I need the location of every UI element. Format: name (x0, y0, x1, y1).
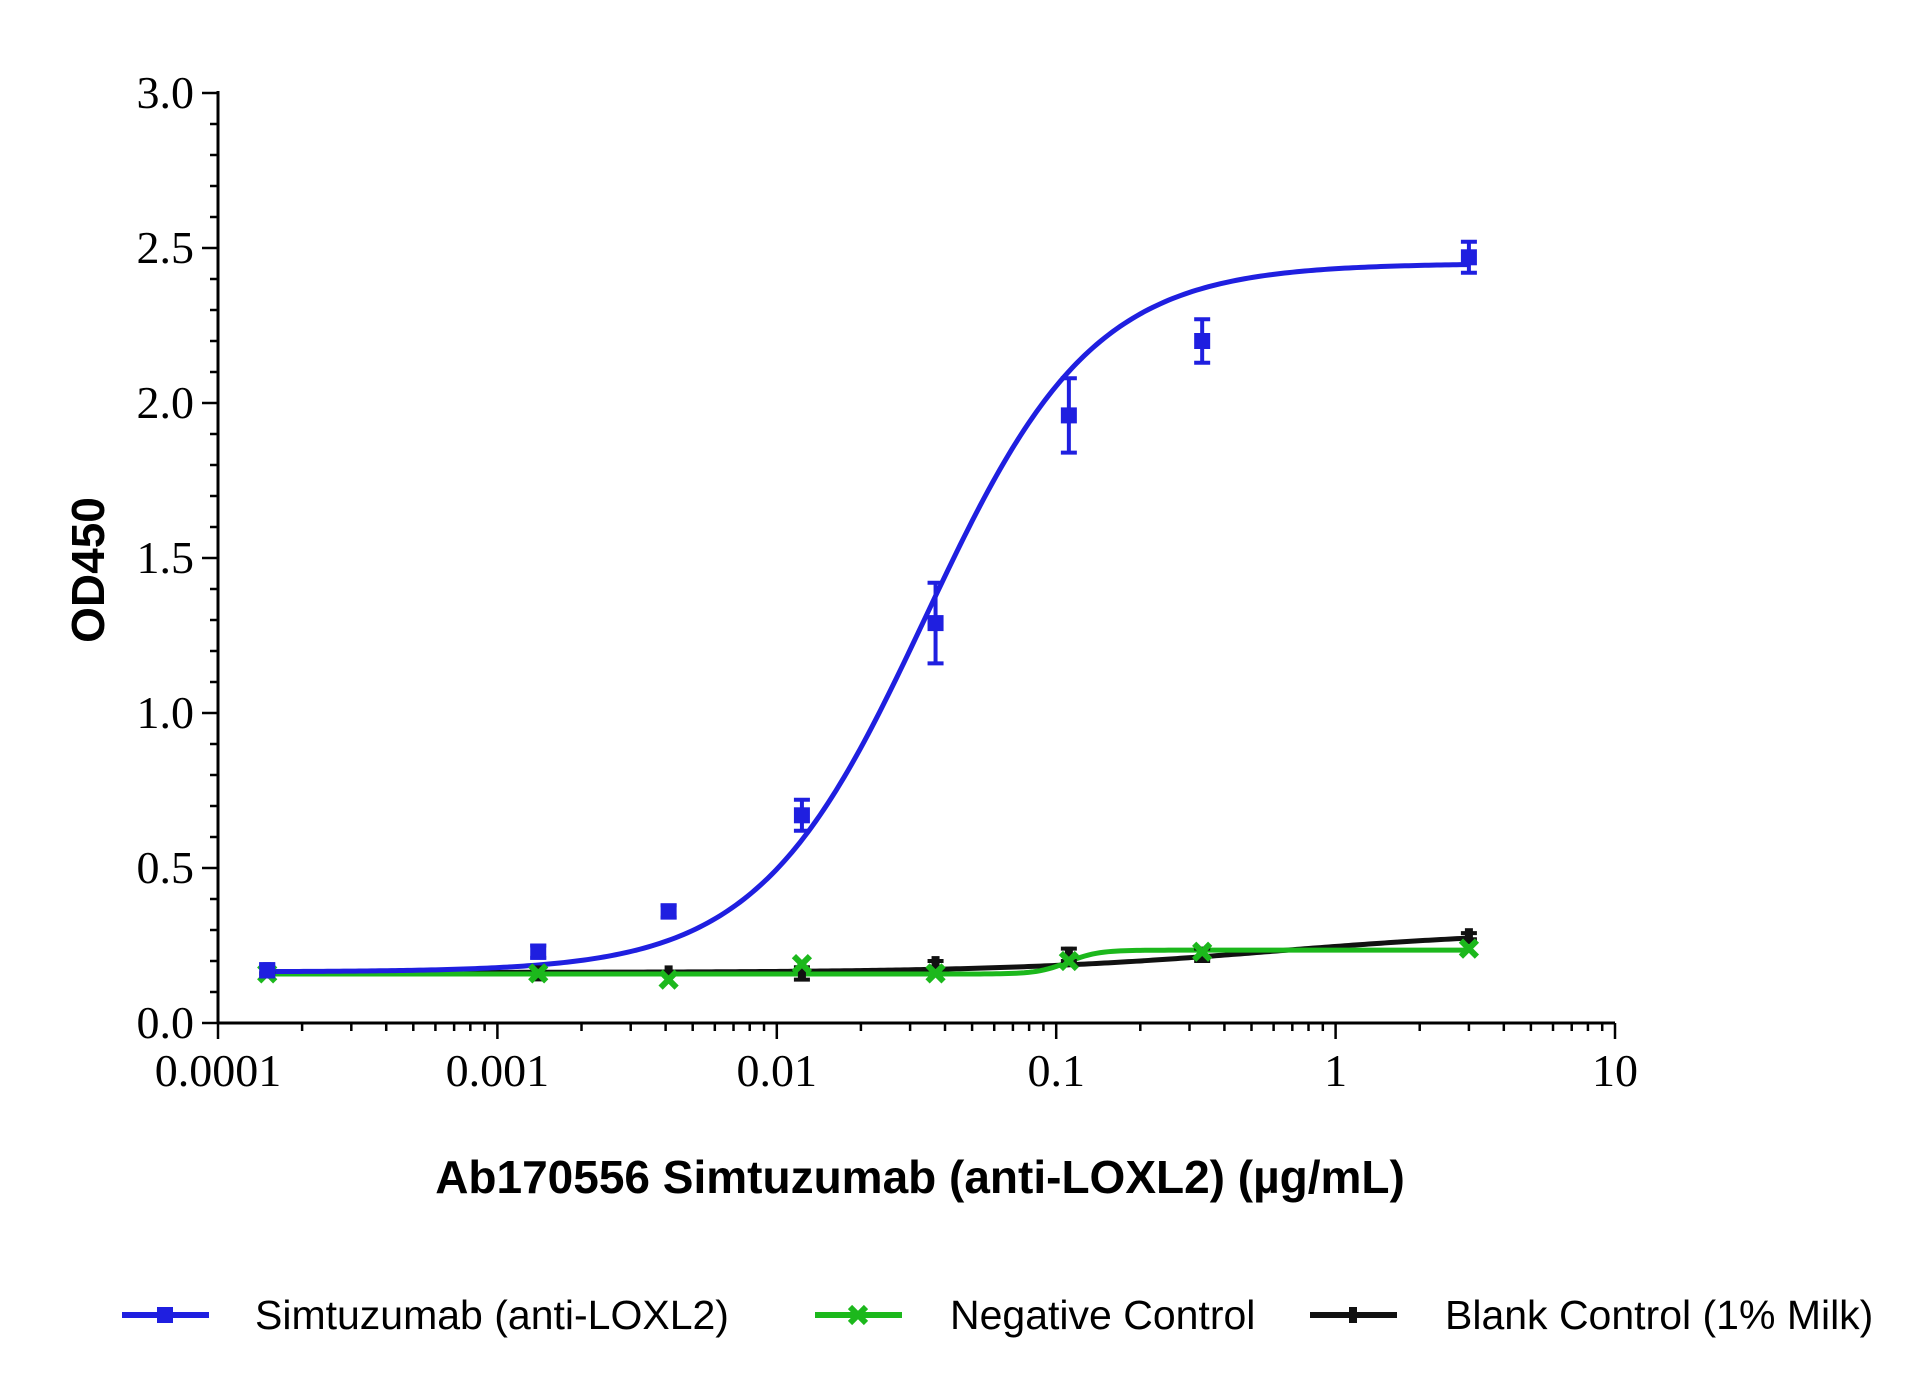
data-point (658, 969, 679, 990)
data-point (259, 962, 276, 979)
x-tick-label: 0.01 (737, 1045, 818, 1096)
legend-swatch-marker (847, 1304, 869, 1326)
y-axis-title: OD450 (62, 497, 114, 643)
legend-label: Blank Control (1% Milk) (1445, 1292, 1873, 1338)
data-point (528, 963, 549, 984)
x-tick-label: 1 (1324, 1045, 1347, 1096)
y-tick-label: 3.0 (137, 67, 195, 118)
data-point (791, 953, 813, 975)
x-axis-title: Ab170556 Simtuzumab (anti-LOXL2) (µg/mL) (435, 1151, 1405, 1203)
fit-curves (267, 262, 1470, 977)
data-point (1064, 946, 1073, 963)
data-points (257, 239, 1480, 990)
x-tick-label: 0.1 (1027, 1045, 1085, 1096)
data-point (660, 903, 677, 920)
x-tick-label: 0.0001 (155, 1045, 282, 1096)
data-point (1464, 928, 1473, 945)
data-point (1060, 407, 1077, 424)
y-tick-label: 1.0 (137, 687, 195, 738)
legend-swatch-marker (157, 1307, 173, 1323)
legend-swatch-marker (1349, 1307, 1357, 1323)
legend: Simtuzumab (anti-LOXL2) Negative Control B… (122, 1292, 1873, 1338)
y-tick-label: 2.5 (137, 222, 195, 273)
x-tick-label: 0.001 (446, 1045, 550, 1096)
axes: 0.0 0.5 1.0 1.5 2.0 2.5 3.0 0.0001 0.001 0.01 0.1 1… (137, 67, 1639, 1096)
data-point (1458, 938, 1480, 959)
legend-label: Negative Control (950, 1292, 1255, 1338)
data-point (1058, 950, 1079, 972)
data-point (797, 965, 806, 982)
x-tick-label: 10 (1592, 1045, 1638, 1096)
y-tick-label: 1.5 (137, 532, 195, 583)
data-point (931, 956, 940, 973)
legend-label: Simtuzumab (anti-LOXL2) (255, 1292, 729, 1338)
data-point (793, 807, 810, 824)
data-point (1194, 333, 1211, 349)
y-tick-label: 0.0 (137, 997, 195, 1048)
data-point (925, 963, 946, 984)
data-point (664, 965, 673, 982)
y-tick-label: 2.0 (137, 377, 195, 428)
data-point (1192, 941, 1213, 962)
fit-curve-0 (267, 262, 1469, 975)
data-point (927, 615, 944, 632)
y-tick-label: 0.5 (137, 842, 195, 893)
data-point (1460, 249, 1477, 266)
fit-curve-1 (267, 947, 1469, 977)
data-point (530, 943, 547, 960)
